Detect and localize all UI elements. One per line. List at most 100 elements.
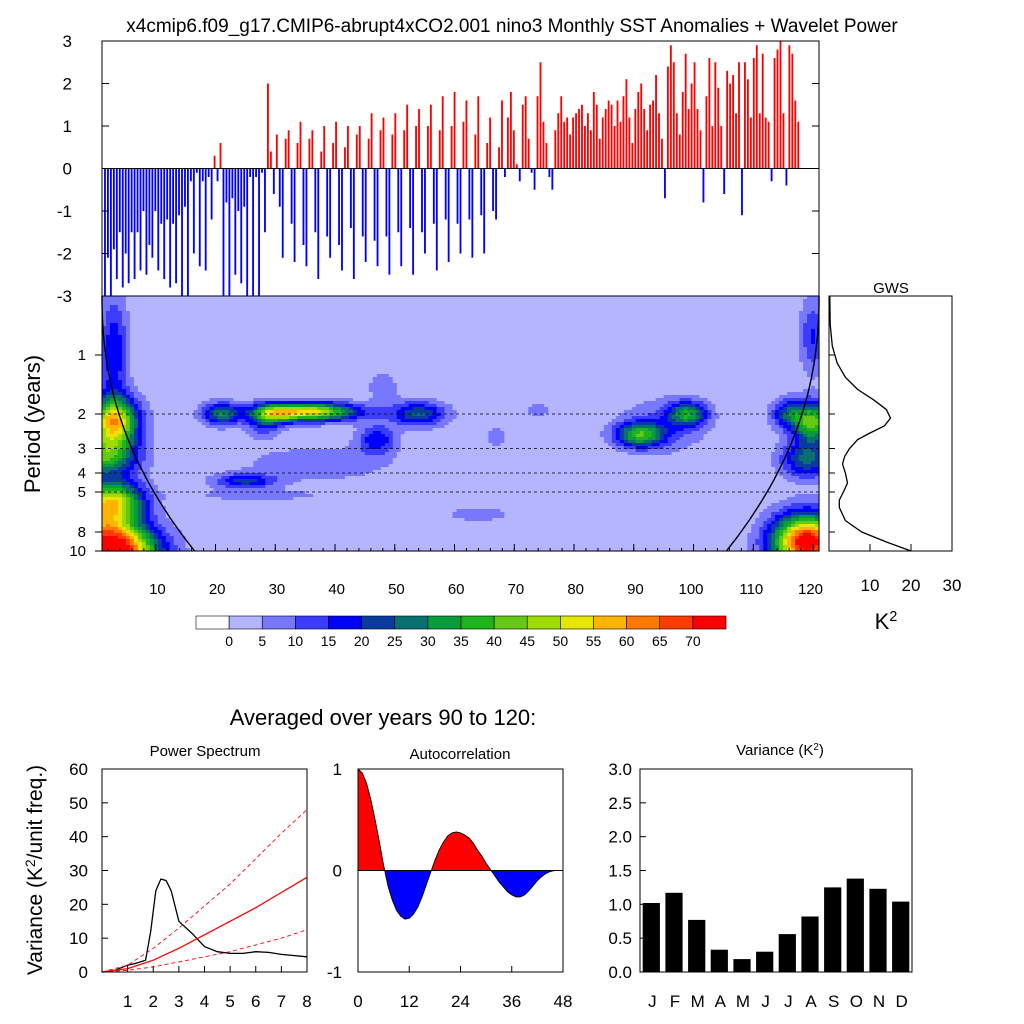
wavelet-cell	[313, 344, 318, 348]
wavelet-cell	[137, 329, 143, 333]
wavelet-cell	[217, 299, 223, 303]
sst-bar	[166, 168, 169, 220]
wavelet-cell	[329, 323, 334, 327]
wavelet-cell	[117, 353, 123, 357]
wavelet-cell	[273, 305, 278, 309]
sst-bar	[456, 168, 459, 224]
wavelet-cell	[213, 356, 219, 360]
wavelet-cell	[181, 368, 187, 372]
wavelet-cell	[253, 329, 258, 333]
wavelet-cell	[480, 338, 485, 342]
wavelet-cell	[476, 329, 482, 333]
wavelet-cell	[719, 314, 724, 318]
wavelet-cell	[285, 332, 290, 336]
wavelet-cell	[731, 332, 736, 336]
wavelet-cell	[432, 365, 438, 369]
wavelet-cell	[356, 326, 362, 330]
wavelet-cell	[309, 374, 314, 378]
wavelet-cell	[595, 341, 601, 345]
wavelet-cell	[711, 317, 717, 321]
wavelet-cell	[739, 311, 744, 315]
wavelet-cell	[671, 308, 677, 312]
wavelet-cell	[337, 299, 342, 303]
wavelet-cell	[444, 365, 450, 369]
wavelet-cell	[117, 299, 123, 303]
wavelet-cell	[273, 323, 278, 327]
sst-bar	[640, 83, 643, 169]
wavelet-cell	[348, 368, 354, 372]
wavelet-cell	[424, 344, 430, 348]
wavelet-cell	[245, 344, 250, 348]
wavelet-cell	[221, 356, 227, 360]
wavelet-cell	[711, 314, 717, 318]
wavelet-cell	[627, 317, 633, 321]
wavelet-cell	[436, 347, 442, 351]
wavelet-cell	[269, 335, 274, 339]
wavelet-cell	[647, 362, 653, 366]
wavelet-cell	[583, 326, 589, 330]
wavelet-cell	[305, 338, 310, 342]
wavelet-cell	[803, 356, 808, 360]
wavelet-cell	[376, 365, 382, 369]
wavelet-cell	[815, 302, 820, 306]
sst-bar	[130, 168, 133, 233]
wavelet-cell	[245, 347, 250, 351]
wavelet-cell	[583, 365, 589, 369]
wavelet-cell	[145, 326, 151, 330]
sst-bar	[741, 168, 743, 216]
wavelet-cell	[392, 305, 398, 309]
wavelet-cell	[313, 308, 318, 312]
wavelet-cell	[560, 302, 565, 306]
wavelet-cell	[273, 299, 278, 303]
wavelet-cell	[277, 368, 282, 372]
wavelet-cell	[237, 350, 243, 354]
sst-bar	[228, 168, 231, 296]
wavelet-cell	[404, 362, 410, 366]
wavelet-cell	[440, 338, 446, 342]
wavelet-cell	[480, 332, 485, 336]
sst-bar	[687, 109, 690, 169]
wavelet-cell	[444, 353, 450, 357]
wavelet-cell	[245, 335, 250, 339]
wavelet-cell	[787, 347, 792, 351]
wavelet-cell	[695, 371, 701, 375]
sst-bar	[216, 168, 219, 182]
wavelet-cell	[787, 362, 792, 366]
wavelet-cell	[647, 341, 653, 345]
wavelet-cell	[751, 299, 756, 303]
wavelet-cell	[201, 302, 207, 306]
wavelet-cell	[333, 326, 338, 330]
sst-bar	[646, 130, 649, 169]
wavelet-cell	[372, 296, 378, 300]
wavelet-cell	[480, 323, 485, 327]
sst-bar	[512, 130, 515, 169]
wavelet-cell	[480, 341, 485, 345]
wavelet-cell	[587, 305, 593, 309]
wavelet-cell	[639, 311, 645, 315]
wavelet-cell	[488, 314, 493, 318]
wavelet-cell	[544, 362, 549, 366]
wavelet-cell	[516, 344, 521, 348]
wavelet-cell	[356, 308, 362, 312]
wavelet-cell	[703, 317, 709, 321]
wavelet-cell	[699, 326, 705, 330]
wavelet-cell	[667, 341, 673, 345]
sst-bar	[791, 53, 794, 169]
wavelet-cell	[257, 299, 262, 303]
wavelet-cell	[607, 326, 613, 330]
wavelet-cell	[791, 344, 796, 348]
wavelet-cell	[424, 311, 430, 315]
wavelet-cell	[233, 350, 239, 354]
wavelet-cell	[225, 305, 231, 309]
wavelet-cell	[655, 347, 661, 351]
wavelet-cell	[233, 320, 239, 324]
wavelet-cell	[269, 299, 274, 303]
wavelet-cell	[265, 356, 270, 360]
wavelet-cell	[217, 323, 223, 327]
wavelet-cell	[313, 296, 318, 300]
wavelet-cell	[715, 356, 721, 360]
wavelet-cell	[213, 368, 219, 372]
wavelet-cell	[500, 296, 505, 300]
wavelet-cell	[763, 359, 768, 363]
sst-bar	[376, 168, 379, 267]
